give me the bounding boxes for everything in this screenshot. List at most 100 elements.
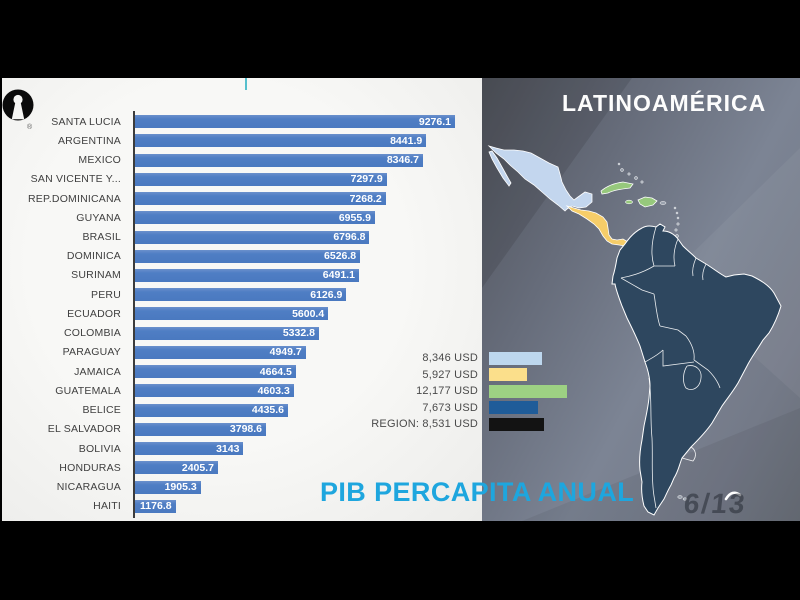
chart-row: SAN VICENTE Y... 7297.9 — [2, 170, 482, 189]
bar-value-label: 8441.9 — [390, 134, 423, 147]
country-label: HAITI — [93, 500, 121, 513]
chart-row: COLOMBIA 5332.8 — [2, 324, 482, 343]
legend-swatch — [489, 401, 539, 415]
chart-row: SANTA LUCIA 9276.1 — [2, 112, 482, 131]
bar-track: 6796.8 — [135, 230, 370, 244]
country-label: PARAGUAY — [62, 346, 121, 359]
bar-track: 5332.8 — [135, 326, 319, 340]
bar: 6526.8 — [135, 249, 361, 263]
legend-label: REGION: 8,531 USD — [371, 418, 478, 431]
bar: 6955.9 — [135, 211, 375, 225]
legend-row: 12,177 USD — [370, 383, 567, 400]
map-region-cuba — [600, 181, 634, 195]
country-label: JAMAICA — [74, 365, 121, 378]
legend-row: REGION: 8,531 USD — [370, 416, 567, 433]
bar-value-label: 1905.3 — [164, 481, 197, 494]
bar-value-label: 6491.1 — [322, 269, 355, 282]
country-label: HONDURAS — [59, 461, 121, 474]
country-label: BOLIVIA — [78, 442, 121, 455]
bar-value-label: 4603.3 — [257, 384, 290, 397]
bar-value-label: 3143 — [216, 442, 240, 455]
bar-track: 3798.6 — [135, 422, 267, 436]
bar-value-label: 8346.7 — [386, 154, 419, 167]
latin-america-map — [482, 78, 800, 521]
bar-value-label: 4664.5 — [259, 365, 292, 378]
bar: 6126.9 — [135, 288, 347, 302]
map-region-baja — [488, 150, 512, 187]
country-label: COLOMBIA — [63, 327, 121, 340]
country-label: EL SALVADOR — [47, 423, 121, 436]
country-label: DOMINICA — [66, 250, 121, 263]
chart-row: HONDURAS 2405.7 — [2, 458, 482, 477]
bar: 5332.8 — [135, 326, 319, 340]
map-internal-borders — [620, 226, 721, 509]
bar: 8441.9 — [135, 134, 427, 148]
bar-value-label: 9276.1 — [418, 115, 451, 128]
bar-value-label: 7297.9 — [350, 173, 383, 186]
teal-tick-mark — [245, 78, 247, 90]
chart-row: GUYANA 6955.9 — [2, 208, 482, 227]
chart-title: PIB PERCAPITA ANUAL — [320, 477, 635, 507]
bar: 9276.1 — [135, 115, 455, 129]
bar-value-label: 1176.8 — [140, 500, 172, 513]
legend-swatch — [489, 384, 567, 398]
islands-lesser-antilles — [673, 206, 680, 238]
bar-value-label: 6526.8 — [324, 250, 357, 263]
presentation-slide: ® SANTA LUCIA 9276.1 ARGENTINA 8441.9 MEXICO… — [2, 78, 800, 521]
bar-track: 9276.1 — [135, 115, 455, 129]
bar-track: 7268.2 — [135, 192, 386, 206]
bar: 4435.6 — [135, 403, 289, 417]
chart-row: BOLIVIA 3143 — [2, 439, 482, 458]
bar-track: 4435.6 — [135, 403, 289, 417]
bar-value-label: 6955.9 — [338, 211, 371, 224]
bar: 4949.7 — [135, 345, 306, 359]
country-label: BELICE — [82, 404, 121, 417]
chart-row: SURINAM 6491.1 — [2, 266, 482, 285]
bar: 3143 — [135, 442, 244, 456]
bar: 1905.3 — [135, 480, 201, 494]
bar: 5600.4 — [135, 307, 329, 321]
legend-swatch — [489, 351, 543, 365]
bar-value-label: 4949.7 — [269, 346, 302, 359]
country-label: ECUADOR — [67, 307, 121, 320]
bar-track: 1176.8 — [135, 499, 176, 513]
country-label: BRASIL — [82, 231, 121, 244]
bar: 8346.7 — [135, 153, 423, 167]
bar-value-label: 4435.6 — [251, 404, 285, 417]
islands-falklands — [677, 495, 688, 501]
map-region-hispaniola — [637, 196, 658, 208]
bar-track: 8441.9 — [135, 134, 427, 148]
bar-track: 6491.1 — [135, 268, 359, 282]
chart-row: BELICE 4435.6 — [2, 401, 482, 420]
country-label: REP.DOMINICANA — [27, 192, 121, 205]
bar-track: 1905.3 — [135, 480, 201, 494]
chart-row: PERU 6126.9 — [2, 285, 482, 304]
country-label: SANTA LUCIA — [51, 115, 121, 128]
legend-label: 8,346 USD — [422, 352, 478, 365]
bar-track: 2405.7 — [135, 461, 218, 475]
legend-swatch — [489, 417, 544, 431]
bar: 2405.7 — [135, 461, 218, 475]
chart-row: EL SALVADOR 3798.6 — [2, 420, 482, 439]
bar: 6491.1 — [135, 268, 359, 282]
chart-row: HAITI 1176.8 — [2, 497, 482, 516]
map-region-jamaica — [625, 199, 633, 205]
bar-track: 8346.7 — [135, 153, 423, 167]
country-label: GUYANA — [76, 211, 121, 224]
bar-track: 6955.9 — [135, 211, 375, 225]
country-label: ARGENTINA — [57, 134, 121, 147]
chart-panel: ® SANTA LUCIA 9276.1 ARGENTINA 8441.9 MEXICO… — [2, 78, 482, 521]
bar-track: 6126.9 — [135, 288, 347, 302]
chart-row: PARAGUAY 4949.7 — [2, 343, 482, 362]
chart-row: MEXICO 8346.7 — [2, 150, 482, 169]
country-label: PERU — [91, 288, 121, 301]
country-label: SAN VICENTE Y... — [30, 173, 121, 186]
bar-value-label: 7268.2 — [349, 192, 382, 205]
map-panel: LATINOAMÉRICA 6/13 — [482, 78, 800, 521]
country-label: SURINAM — [71, 269, 121, 282]
cursor-swoosh-icon — [724, 491, 742, 501]
bar-value-label: 3798.6 — [229, 423, 263, 436]
bar: 4664.5 — [135, 365, 296, 379]
bar-chart: SANTA LUCIA 9276.1 ARGENTINA 8441.9 MEXICO 83… — [2, 112, 482, 516]
